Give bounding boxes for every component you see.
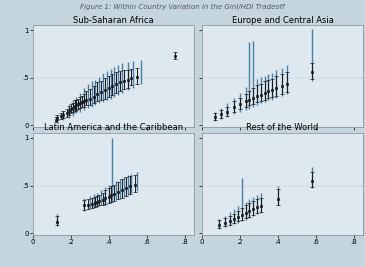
Title: Latin America and the Caribbean: Latin America and the Caribbean	[44, 123, 183, 132]
Title: Sub-Saharan Africa: Sub-Saharan Africa	[73, 15, 154, 25]
Text: Figure 1: Within Country Variation in the Gini/HDI Tradeoff: Figure 1: Within Country Variation in th…	[80, 4, 285, 10]
Title: Europe and Central Asia: Europe and Central Asia	[232, 15, 334, 25]
Title: Rest of the World: Rest of the World	[246, 123, 319, 132]
